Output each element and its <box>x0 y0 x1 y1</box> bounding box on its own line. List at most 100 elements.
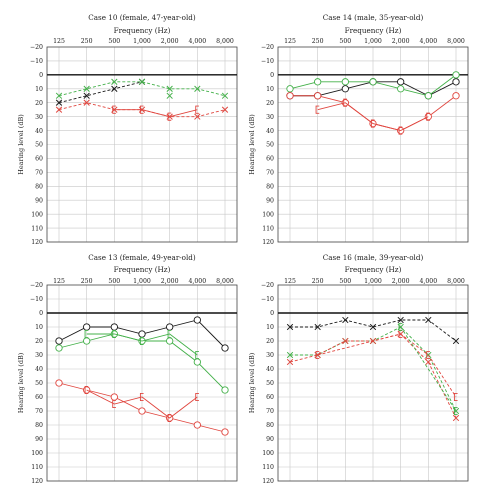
data-point-bracket <box>84 385 89 395</box>
data-point-circle <box>341 85 349 93</box>
y-tick-label: −10 <box>30 58 43 65</box>
x-tick-label: 8,000 <box>447 278 465 285</box>
x-tick-label: 8,000 <box>216 278 234 285</box>
y-tick-label: 30 <box>266 352 274 359</box>
data-point-circle <box>397 85 405 93</box>
data-point-cross <box>221 106 229 113</box>
y-tick-label: 110 <box>262 464 274 471</box>
chart-title: Case 16 (male, 39-year-old) <box>323 253 424 262</box>
x-tick-label: 500 <box>339 278 351 285</box>
data-point-circle <box>193 316 201 324</box>
series-line-red <box>114 109 198 118</box>
y-tick-label: 100 <box>31 450 43 457</box>
y-tick-label: 100 <box>262 211 274 218</box>
data-point-bracket <box>167 329 172 339</box>
data-point-circle <box>286 92 294 100</box>
data-point-cross <box>369 323 377 331</box>
data-point-cross <box>83 99 90 106</box>
series-line-red <box>317 333 457 398</box>
x-tick-label: 500 <box>108 38 120 45</box>
y-tick-label: 120 <box>31 239 43 246</box>
y-tick-label: 20 <box>266 100 274 107</box>
series-line-green <box>86 333 198 356</box>
data-point-cross <box>166 85 173 92</box>
y-tick-label: 70 <box>266 170 274 177</box>
y-tick-label: 70 <box>35 170 43 177</box>
data-point-circle <box>341 78 349 86</box>
y-tick-label: 90 <box>35 197 43 204</box>
data-point-bracket <box>453 406 458 416</box>
data-point-bracket <box>167 413 172 423</box>
data-point-cross <box>111 85 118 92</box>
y-tick-label: 80 <box>266 183 274 190</box>
x-tick-label: 4,000 <box>188 278 206 285</box>
x-tick-label: 1,000 <box>364 38 382 45</box>
x-tick-label: 4,000 <box>419 278 437 285</box>
data-point-circle <box>424 92 432 100</box>
data-point-bracket <box>195 350 199 360</box>
y-tick-label: −20 <box>261 44 274 51</box>
x-axis-label: Frequency (Hz) <box>114 26 171 35</box>
x-tick-label: 2,000 <box>161 278 179 285</box>
data-point-circle <box>110 393 118 401</box>
x-tick-label: 250 <box>81 278 93 285</box>
y-tick-label: 60 <box>35 156 43 163</box>
plot-frame <box>46 46 238 243</box>
x-axis-label: Frequency (Hz) <box>114 265 171 274</box>
data-point-circle <box>83 323 91 331</box>
y-tick-label: 90 <box>266 197 274 204</box>
y-tick-label: −10 <box>261 58 274 65</box>
data-point-cross <box>138 78 146 85</box>
x-axis-label: Frequency (Hz) <box>345 265 402 274</box>
data-point-bracket <box>398 126 403 135</box>
y-tick-label: 80 <box>35 183 43 190</box>
y-axis-label: Hearing level (dB) <box>248 352 256 413</box>
chart-title: Case 14 (male, 35-year-old) <box>323 13 424 22</box>
y-tick-label: 110 <box>31 464 43 471</box>
data-point-bracket <box>343 98 347 107</box>
data-point-cross <box>314 323 321 331</box>
data-point-bracket <box>426 112 430 121</box>
x-tick-label: 250 <box>312 278 324 285</box>
y-tick-label: 120 <box>262 239 274 246</box>
y-tick-label: 30 <box>35 352 43 359</box>
data-point-cross <box>286 351 294 359</box>
data-point-cross <box>397 316 404 324</box>
y-tick-label: 10 <box>266 86 274 93</box>
data-point-circle <box>138 407 146 415</box>
data-point-cross <box>425 358 432 366</box>
x-axis-label: Frequency (Hz) <box>345 26 402 35</box>
data-point-bracket <box>426 350 430 360</box>
y-tick-label: 80 <box>35 422 43 429</box>
y-tick-label: 0 <box>39 310 43 317</box>
y-axis-label: Hearing level (dB) <box>17 114 25 175</box>
y-tick-label: −20 <box>261 282 274 289</box>
y-tick-label: 20 <box>35 100 43 107</box>
y-tick-label: 100 <box>31 211 43 218</box>
data-point-bracket <box>195 105 199 114</box>
y-tick-label: 70 <box>35 408 43 415</box>
data-point-circle <box>369 78 377 86</box>
data-point-circle <box>221 428 229 436</box>
plot-frame <box>277 46 469 243</box>
data-point-circle <box>221 344 229 352</box>
data-point-bracket <box>370 119 375 128</box>
x-tick-label: 8,000 <box>447 38 465 45</box>
data-point-circle <box>452 71 460 79</box>
data-point-cross <box>55 92 63 99</box>
y-tick-label: 30 <box>266 114 274 121</box>
series-line-red <box>86 389 198 419</box>
x-tick-label: 250 <box>81 38 93 45</box>
data-point-circle <box>314 78 322 86</box>
x-tick-label: 4,000 <box>419 38 437 45</box>
audiogram-panel-3: Case 13 (female, 49-year-old) Frequency (… <box>17 253 238 485</box>
x-tick-label: 2,000 <box>392 38 410 45</box>
y-tick-label: 20 <box>266 338 274 345</box>
y-tick-label: 40 <box>35 366 43 373</box>
data-point-circle <box>166 323 174 331</box>
data-point-circle <box>55 344 63 352</box>
y-tick-label: 50 <box>35 380 43 387</box>
audiogram-panel-4: Case 16 (male, 39-year-old) Frequency (Hz… <box>248 253 469 485</box>
x-tick-label: 500 <box>108 278 120 285</box>
